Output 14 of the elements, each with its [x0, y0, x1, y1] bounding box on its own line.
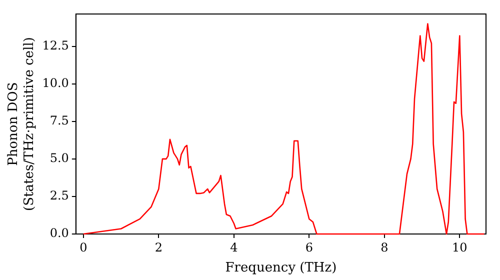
x-tick-label: 4 — [230, 240, 238, 254]
x-tick-label: 0 — [80, 240, 88, 254]
y-tick-label: 2.5 — [50, 188, 69, 203]
y-tick-label: 12.5 — [42, 38, 69, 52]
y-tick-label: 5.0 — [50, 151, 69, 166]
y-tick-label: 10.0 — [42, 76, 69, 90]
y-tick-label: 0.0 — [50, 226, 69, 240]
x-tick-label: 10 — [452, 240, 468, 254]
x-tick-label: 8 — [380, 240, 388, 254]
y-tick-label: 7.5 — [50, 113, 69, 128]
x-axis-title: Frequency (THz) — [225, 260, 337, 276]
x-tick-label: 2 — [154, 240, 163, 254]
x-tick-label: 6 — [305, 240, 313, 254]
y-axis-title: Phonon DOS (States/THz·primitive cell) — [6, 36, 37, 212]
